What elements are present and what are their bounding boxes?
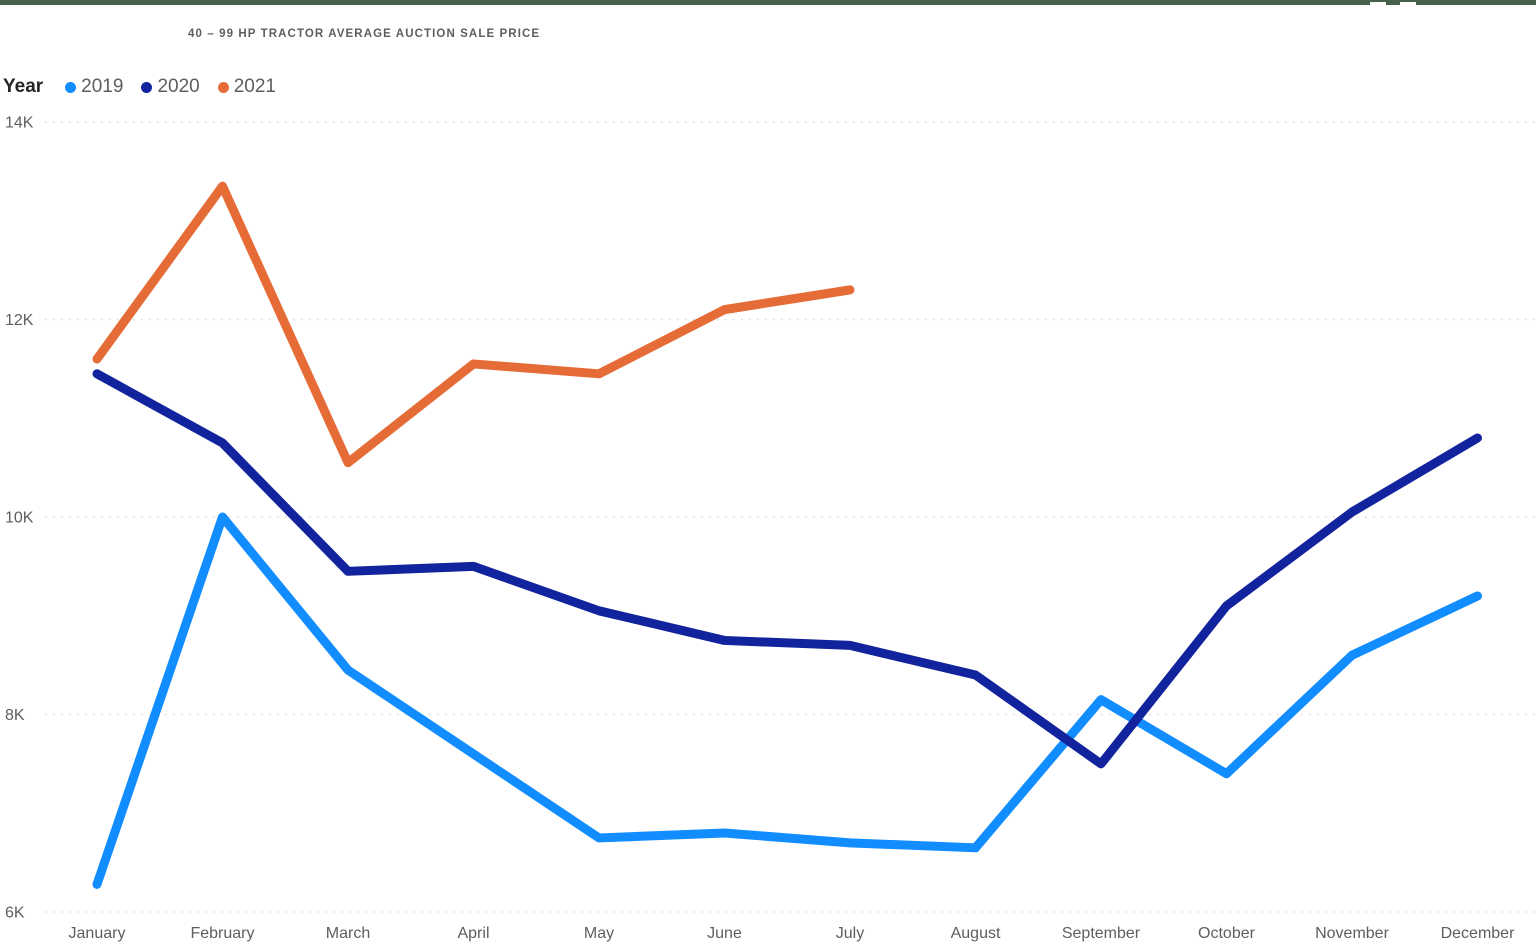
y-axis-tick-6K: 6K bbox=[5, 905, 25, 922]
series-line-2021[interactable] bbox=[92, 181, 855, 468]
legend-item-2021[interactable]: 2021 bbox=[217, 76, 276, 98]
series-line-2020[interactable] bbox=[92, 369, 1482, 769]
legend-item-2019[interactable]: 2019 bbox=[65, 76, 123, 98]
y-axis-tick-12K: 12K bbox=[5, 312, 34, 329]
y-axis-tick-10K: 10K bbox=[5, 510, 34, 527]
top-edge-notch bbox=[1370, 2, 1386, 5]
legend-label-2020: 2020 bbox=[157, 76, 200, 97]
x-axis-tick-March: March bbox=[326, 925, 370, 942]
top-edge-notch bbox=[1400, 2, 1416, 5]
window-top-edge bbox=[0, 0, 1536, 5]
x-axis-tick-December: December bbox=[1441, 925, 1515, 942]
x-axis-tick-April: April bbox=[457, 925, 489, 942]
series-line-2019[interactable] bbox=[92, 512, 1482, 889]
legend-item-2020[interactable]: 2020 bbox=[141, 76, 200, 98]
x-axis-tick-November: November bbox=[1315, 925, 1389, 942]
y-axis-tick-14K: 14K bbox=[5, 115, 34, 132]
x-axis-tick-September: September bbox=[1062, 925, 1141, 942]
x-axis-tick-February: February bbox=[190, 925, 254, 942]
y-axis-tick-8K: 8K bbox=[5, 707, 25, 724]
chart-title: 40 – 99 HP TRACTOR AVERAGE AUCTION SALE … bbox=[188, 28, 541, 40]
x-axis-tick-June: June bbox=[707, 925, 742, 942]
legend-dot-2019 bbox=[65, 81, 77, 93]
x-axis-tick-July: July bbox=[836, 925, 864, 942]
x-axis-tick-August: August bbox=[951, 925, 1001, 942]
legend-dot-2020 bbox=[141, 81, 153, 93]
legend-dot-2021 bbox=[217, 81, 229, 93]
legend-label-2019: 2019 bbox=[81, 76, 124, 97]
legend-label-2021: 2021 bbox=[233, 76, 276, 97]
legend-title: Year bbox=[3, 76, 44, 97]
chart-legend: Year 2019 2020 2021 bbox=[3, 74, 294, 100]
x-axis-tick-January: January bbox=[69, 925, 126, 942]
x-axis-tick-October: October bbox=[1198, 925, 1256, 942]
x-axis-tick-May: May bbox=[584, 925, 614, 942]
